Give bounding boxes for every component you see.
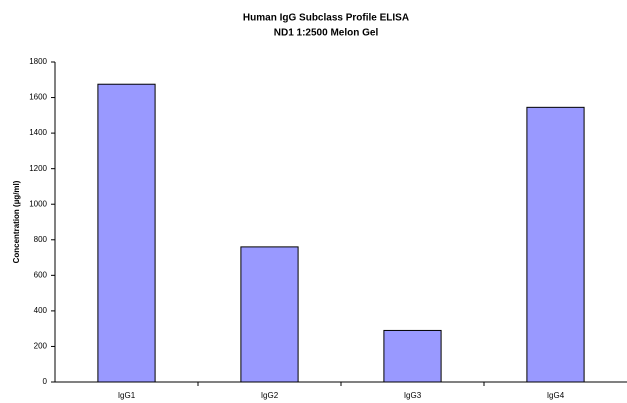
y-axis-label: Concentration (µg/ml) <box>12 180 21 263</box>
y-tick-label: 1400 <box>29 128 47 137</box>
y-tick-label: 600 <box>34 270 48 279</box>
y-tick-label: 400 <box>34 306 48 315</box>
bar <box>97 83 156 383</box>
y-tick-label: 0 <box>43 377 48 386</box>
x-tick-label: IgG4 <box>547 391 565 400</box>
bar <box>383 329 442 383</box>
bar <box>526 106 585 383</box>
y-tick-label: 1200 <box>29 164 47 173</box>
y-tick-label: 1000 <box>29 199 47 208</box>
y-tick-label: 1800 <box>29 57 47 66</box>
y-tick-label: 200 <box>34 342 48 351</box>
chart-title: Human IgG Subclass Profile ELISA <box>243 13 409 24</box>
x-tick-label: IgG3 <box>404 391 422 400</box>
y-tick-label: 800 <box>34 235 48 244</box>
y-tick-label: 1600 <box>29 93 47 102</box>
x-tick-label: IgG1 <box>118 391 136 400</box>
bar <box>240 246 299 383</box>
chart-subtitle: ND1 1:2500 Melon Gel <box>274 28 379 39</box>
x-tick-label: IgG2 <box>261 391 279 400</box>
